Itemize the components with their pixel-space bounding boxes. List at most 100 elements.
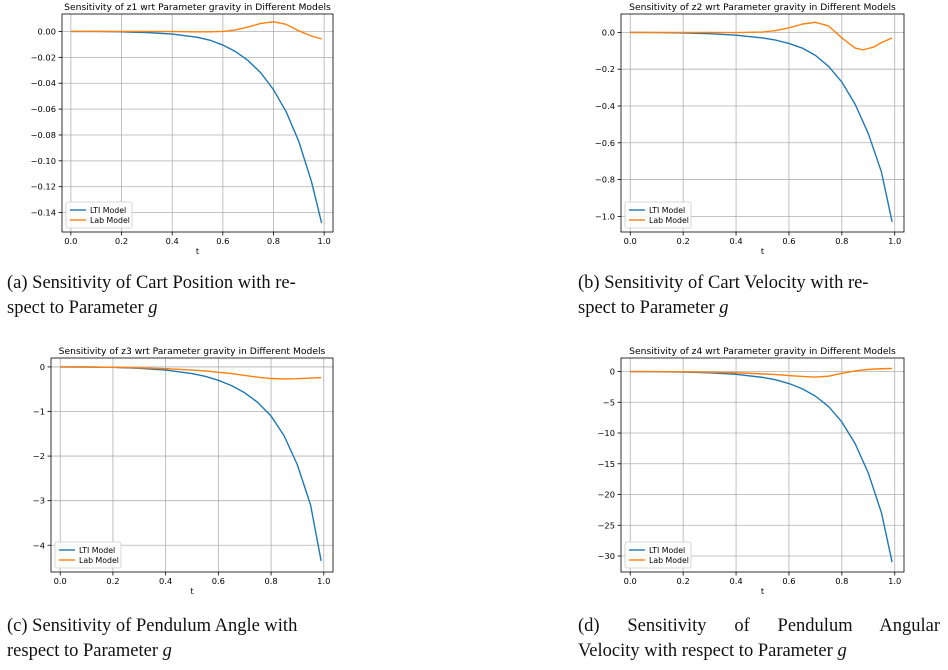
plot-frame [50, 357, 334, 573]
y-tick-label: 0.0 [602, 27, 615, 37]
plot-frame [620, 13, 905, 233]
x-tick-label: 0.0 [624, 236, 637, 246]
y-tick-label: −0.14 [31, 208, 56, 218]
y-tick-label: −20 [597, 490, 615, 500]
caption-a-line1: (a) Sensitivity of Cart Position with re… [7, 273, 296, 293]
x-tick-label: 0.6 [782, 236, 795, 246]
chart-panel-d: 0.0 0.2 0.4 0.6 0.8 1.0 0 −5 −10 −15 −20 −25 −30 Sens… [597, 346, 905, 596]
caption-c-symbol: g [162, 641, 172, 661]
x-tick-label: 0.0 [54, 576, 67, 586]
x-tick-label: 0.2 [115, 236, 128, 246]
caption-c-line2: respect to Parameter g [7, 639, 387, 664]
y-tick-label: 0 [40, 362, 45, 372]
caption-c-line2-text: respect to Parameter [7, 641, 163, 661]
y-tick-label: −0.04 [31, 78, 56, 88]
x-tick-label: 0.2 [106, 576, 119, 586]
x-tick-label: 0.8 [267, 236, 280, 246]
plot-frame [620, 357, 905, 573]
x-tick-label: 0.4 [729, 576, 742, 586]
y-tick-label: −5 [603, 397, 615, 407]
y-tick-label: 0 [610, 367, 615, 377]
x-tick-label: 0.8 [264, 576, 277, 586]
caption-c-line1: (c) Sensitivity of Pendulum Angle with [7, 616, 298, 636]
caption-b-symbol: g [719, 298, 729, 318]
caption-b-line2-text: spect to Parameter [578, 298, 720, 318]
y-tick-label: −10 [597, 428, 615, 438]
y-tick-label: −0.06 [31, 104, 56, 114]
chart-title: Sensitivity of z2 wrt Parameter gravity … [629, 2, 896, 13]
x-tick-label: 1.0 [317, 576, 330, 586]
y-tick-label: −25 [597, 520, 615, 530]
legend-label-lab: Lab Model [90, 216, 130, 225]
chart-panel-a: 0.0 0.2 0.4 0.6 0.8 1.0 0.00 −0.02 −0.04 −0.06 −0.… [0, 0, 474, 256]
x-tick-label: 0.0 [624, 576, 637, 586]
y-tick-label: −0.12 [31, 182, 56, 192]
caption-d-line1: (d) Sensitivity of Pendulum Angular [578, 616, 940, 636]
series-line-lab [60, 366, 322, 380]
chart-panel-b: 0.0 0.2 0.4 0.6 0.8 1.0 0.0 −0.2 −0.4 −0.6 −0.8 −1.… [0, 0, 948, 256]
x-axis-label: t [190, 586, 194, 596]
legend-label-lab: Lab Model [79, 556, 119, 565]
legend-box [54, 541, 122, 569]
x-axis-label: t [761, 586, 765, 596]
x-tick-label: 1.0 [888, 236, 901, 246]
caption-a-line2: spect to Parameter g [7, 296, 374, 321]
y-tick-label: −0.02 [31, 52, 56, 62]
x-tick-label: 0.2 [677, 236, 690, 246]
chart-title: Sensitivity of z1 wrt Parameter gravity … [64, 2, 331, 13]
y-tick-label: −0.2 [595, 64, 615, 74]
x-tick-label: 1.0 [318, 236, 331, 246]
chart-svg-a: 0.0 0.2 0.4 0.6 0.8 1.0 0.00 −0.02 −0.04 −0.06 −0.… [31, 2, 334, 256]
x-tick-label: 0.4 [166, 236, 179, 246]
x-tick-label: 0.6 [782, 576, 795, 586]
legend-label-lti: LTI Model [79, 546, 115, 555]
x-axis-label: t [196, 246, 200, 256]
legend-box [624, 541, 692, 569]
legend-label-lti: LTI Model [649, 206, 685, 215]
x-tick-label: 0.8 [835, 236, 848, 246]
y-tick-label: 0.00 [38, 26, 56, 36]
x-tick-label: 0.4 [729, 236, 742, 246]
caption-a: (a) Sensitivity of Cart Position with re… [7, 271, 374, 321]
caption-d-line2-text: Velocity with respect to Parameter [578, 641, 838, 661]
x-tick-label: 0.6 [216, 236, 229, 246]
caption-d-symbol: g [837, 641, 847, 661]
chart-svg-c: 0.0 0.2 0.4 0.6 0.8 1.0 0 −1 −2 −3 −4 Sensitivity o… [33, 346, 334, 596]
x-tick-label: 0.2 [677, 576, 690, 586]
series-line-lab [630, 21, 893, 51]
legend-box [624, 201, 692, 229]
y-tick-label: −1 [33, 407, 45, 417]
y-tick-label: −15 [597, 459, 615, 469]
x-axis-label: t [761, 246, 765, 256]
caption-b: (b) Sensitivity of Cart Velocity with re… [578, 271, 940, 321]
y-tick-label: −0.8 [595, 175, 615, 185]
x-tick-label: 0.4 [159, 576, 172, 586]
y-tick-label: −0.6 [595, 138, 615, 148]
caption-d: (d) Sensitivity of Pendulum Angular Velo… [578, 614, 940, 664]
legend-label-lab: Lab Model [649, 216, 689, 225]
legend-label-lti: LTI Model [649, 546, 685, 555]
y-tick-label: −3 [33, 496, 45, 506]
legend-label-lti: LTI Model [90, 206, 126, 215]
caption-c: (c) Sensitivity of Pendulum Angle with r… [7, 614, 387, 664]
chart-title: Sensitivity of z3 wrt Parameter gravity … [59, 346, 326, 357]
caption-b-line2: spect to Parameter g [578, 296, 940, 321]
caption-b-line1: (b) Sensitivity of Cart Velocity with re… [578, 273, 869, 293]
y-tick-label: −30 [597, 551, 615, 561]
y-tick-label: −1.0 [595, 211, 615, 221]
x-tick-label: 0.6 [212, 576, 225, 586]
chart-svg-d: 0.0 0.2 0.4 0.6 0.8 1.0 0 −5 −10 −15 −20 −25 −30 Sens… [597, 346, 905, 596]
legend-label-lab: Lab Model [649, 556, 689, 565]
series-line-lti [630, 370, 893, 563]
y-tick-label: −0.4 [595, 101, 615, 111]
chart-panel-c: 0.0 0.2 0.4 0.6 0.8 1.0 0 −1 −2 −3 −4 Sensitivity o… [0, 0, 474, 600]
series-line-lti [70, 30, 323, 224]
series-line-lab [70, 21, 322, 40]
caption-a-line2-text: spect to Parameter [7, 298, 149, 318]
series-line-lti [630, 31, 893, 223]
x-tick-label: 0.8 [835, 576, 848, 586]
chart-svg-b: 0.0 0.2 0.4 0.6 0.8 1.0 0.0 −0.2 −0.4 −0.6 −0.8 −1.… [595, 2, 905, 256]
caption-a-symbol: g [148, 298, 158, 318]
y-tick-label: −0.08 [31, 130, 56, 140]
x-tick-label: 1.0 [888, 576, 901, 586]
